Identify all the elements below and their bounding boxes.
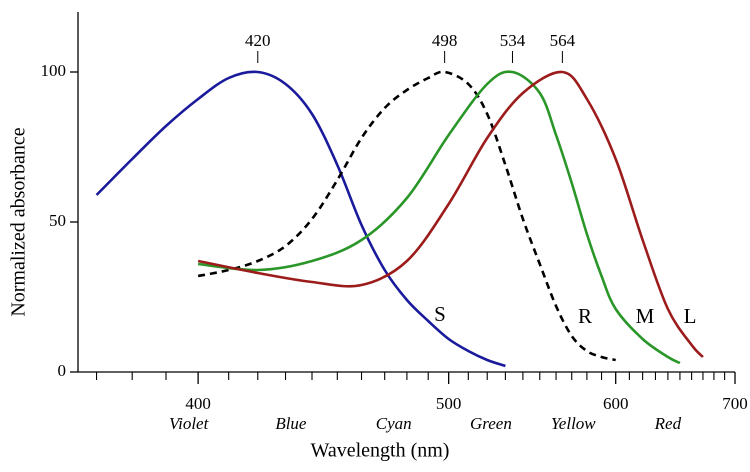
x-axis-label: Wavelength (nm) [311, 440, 450, 462]
y-tick-label: 50 [49, 211, 66, 230]
x-tick-label: 700 [722, 394, 748, 413]
y-tick-label: 100 [41, 61, 67, 80]
peak-label: 564 [550, 31, 576, 50]
series-line [197, 70, 704, 358]
peak-label: 498 [432, 31, 458, 50]
band-label: Cyan [376, 414, 412, 433]
x-tick-label: 600 [603, 394, 629, 413]
x-tick-label: 500 [436, 394, 462, 413]
band-label: Yellow [551, 414, 596, 433]
y-axis-label: Normalized absorbance [8, 127, 30, 316]
peak-label: 534 [500, 31, 526, 50]
series-label: M [636, 304, 655, 328]
peak-label: 420 [245, 31, 271, 50]
series-label: R [578, 304, 592, 328]
series-line [197, 70, 616, 362]
band-label: Blue [275, 414, 307, 433]
y-tick-label: 0 [58, 361, 67, 380]
x-tick-label: 400 [185, 394, 211, 413]
series-label: S [434, 302, 446, 326]
band-label: Violet [169, 414, 210, 433]
series-label: L [684, 304, 697, 328]
series-line [95, 70, 506, 368]
band-label: Green [470, 414, 512, 433]
series-line [197, 70, 681, 365]
band-label: Red [654, 414, 682, 433]
